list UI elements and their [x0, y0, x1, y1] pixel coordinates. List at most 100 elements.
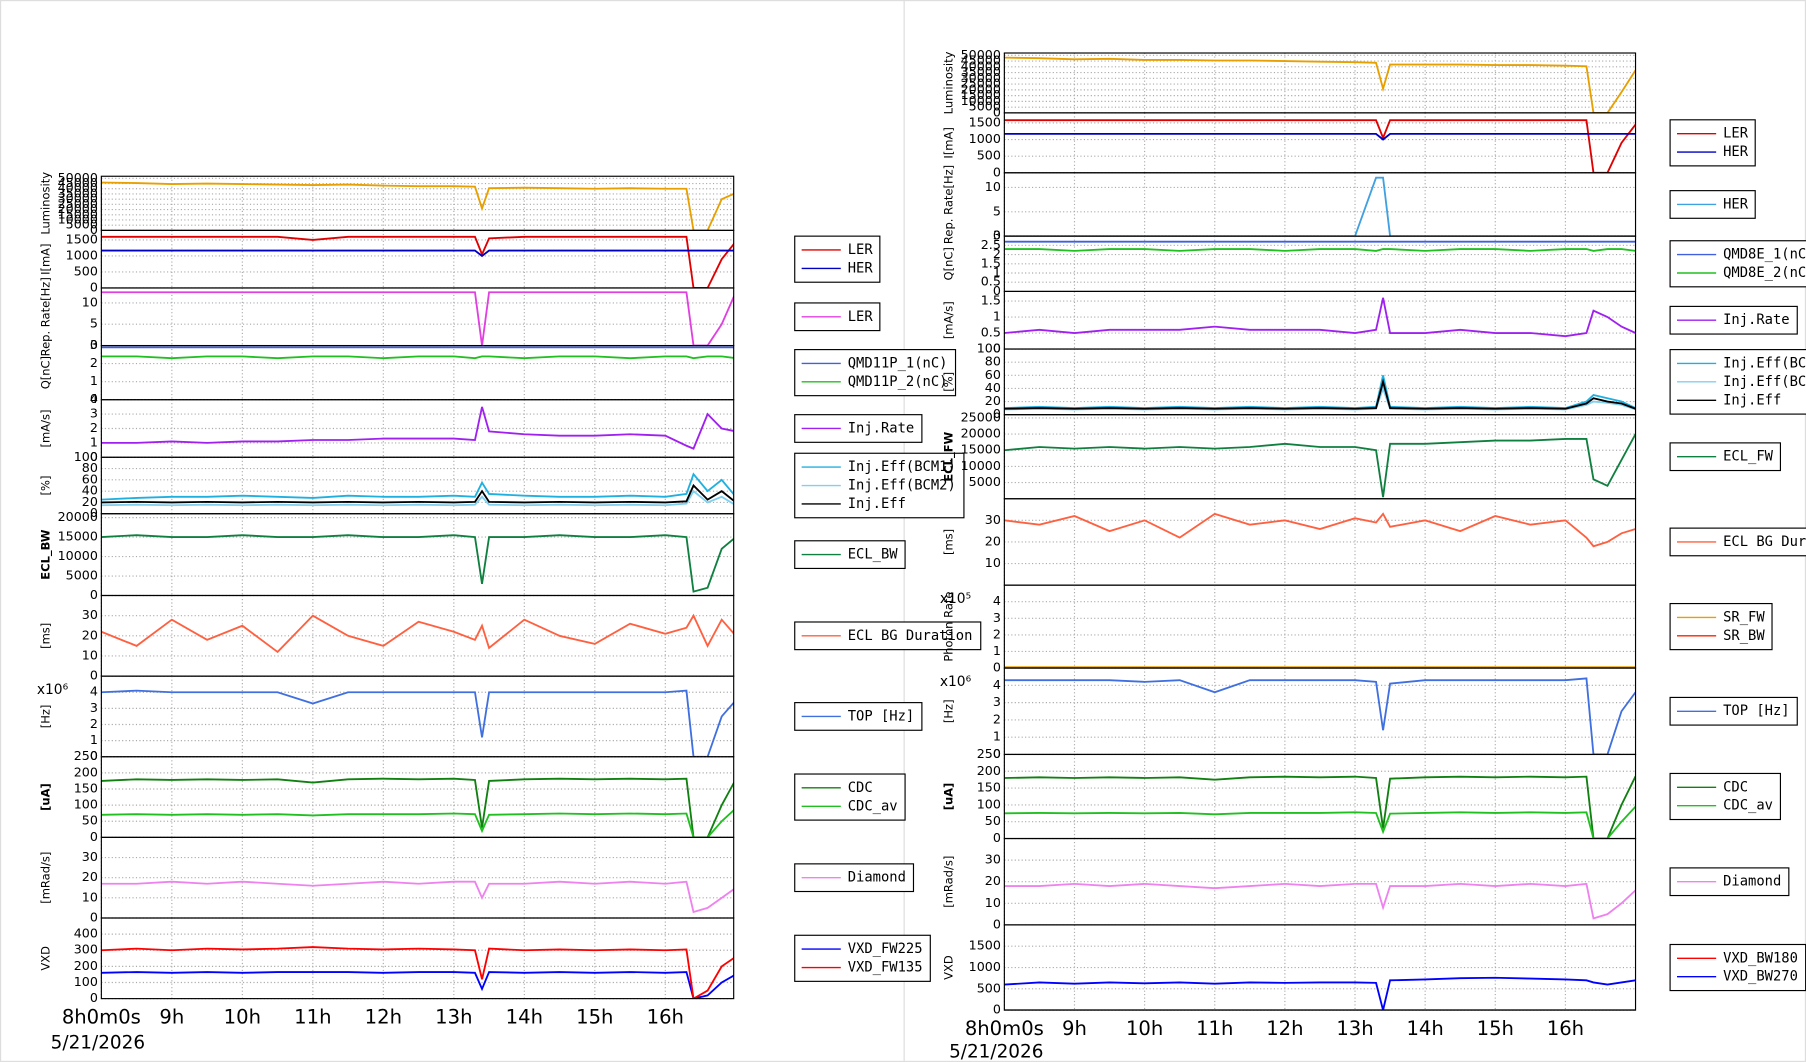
y-axis-label: [mRad/s]: [942, 856, 956, 908]
series-line: [101, 483, 734, 504]
y-tick-label: 5000: [969, 99, 1001, 114]
legend: QMD8E_1(nC) QMD8E_2(nC): [1669, 240, 1806, 288]
y-tick-label: 0.5: [981, 274, 1001, 289]
legend-label: Diamond: [848, 870, 906, 886]
legend-box: [794, 235, 881, 283]
y-tick-label: 40000: [58, 180, 98, 195]
y-tick-label: 300: [74, 942, 98, 957]
y-tick-label: 3: [993, 228, 1001, 243]
y-tick-label: 2: [90, 355, 98, 370]
y-tick-label: 1.5: [981, 293, 1001, 308]
legend-label: VXD_FW135: [848, 960, 923, 976]
y-tick-label: 20: [985, 873, 1001, 888]
legend-label: CDC: [1723, 779, 1748, 795]
y-tick-label: 100: [977, 796, 1001, 811]
y-tick-label: 5: [90, 316, 98, 331]
series-line: [101, 472, 734, 501]
y-tick-label: 20: [82, 869, 98, 884]
series-line: [101, 355, 734, 360]
legend-box: [794, 349, 957, 397]
legend: Inj.Eff(BCM1) Inj.Eff(BCM2) Inj.Eff: [1669, 349, 1806, 415]
y-tick-label: 2: [993, 711, 1001, 726]
legend-label: Diamond: [1723, 874, 1781, 890]
y-tick-label: 10: [985, 895, 1001, 910]
y-axis-label: Photon Rate: [942, 592, 956, 662]
y-tick-label: 1: [993, 265, 1001, 280]
x-tick-label: 16h: [1547, 1017, 1584, 1040]
y-tick-label: 10000: [961, 458, 1001, 473]
legend-box: [1669, 119, 1756, 167]
y-tick-label: 1: [993, 643, 1001, 658]
legend-label: QMD11P_2(nC): [848, 374, 948, 390]
y-axis-label: Q[nC]: [39, 356, 53, 389]
y-axis-label: I[mA]: [942, 127, 956, 158]
y-tick-label: 20: [82, 627, 98, 642]
y-tick-label: 3: [993, 610, 1001, 625]
y-tick-label: 60: [82, 471, 98, 486]
y-axis-label: [Hz]: [942, 699, 956, 723]
y-tick-label: 100: [74, 449, 98, 464]
y-tick-label: 10000: [58, 548, 98, 563]
legend-label: CDC_av: [1723, 798, 1773, 814]
legend-label: ECL BG Duration: [848, 628, 973, 644]
y-axis-label: [mRad/s]: [39, 852, 53, 904]
x-tick-label: 11h: [1196, 1017, 1233, 1040]
series-line: [101, 971, 734, 999]
x-tick-label: 9h: [1062, 1017, 1087, 1040]
legend: Diamond: [794, 863, 915, 893]
legend-label: SR_FW: [1723, 609, 1765, 625]
legend-label: QMD8E_1(nC): [1723, 247, 1806, 263]
y-tick-label: 250: [74, 748, 98, 763]
y-tick-label: 1: [993, 309, 1001, 324]
y-tick-label: 35000: [58, 185, 98, 200]
y-tick-label: 1.5: [981, 255, 1001, 270]
series-line: [1004, 512, 1636, 548]
date-label: 5/21/2026: [51, 1033, 145, 1054]
legend-label: VXD_FW225: [848, 941, 923, 957]
legend-label: Inj.Eff: [848, 496, 906, 512]
y-tick-label: 5000: [66, 568, 98, 583]
y-tick-label: 1: [993, 729, 1001, 744]
legend-label: HER: [848, 260, 874, 276]
legend-label: Inj.Eff(BCM2): [848, 478, 956, 494]
y-axis-label: [%]: [39, 476, 53, 496]
y-tick-label: 3: [90, 700, 98, 715]
y-tick-label: 2.5: [981, 237, 1001, 252]
x-tick-label: 16h: [647, 1006, 684, 1029]
y-tick-label: 30000: [58, 191, 98, 206]
y-tick-label: 20: [985, 533, 1001, 548]
legend-box: [1669, 240, 1806, 288]
y-tick-label: 0: [993, 1002, 1001, 1017]
y-axis-label: [mA/s]: [39, 410, 53, 448]
series-line: [1004, 882, 1636, 920]
y-tick-label: 0: [993, 228, 1001, 243]
y-tick-label: 0: [993, 164, 1001, 179]
legend-label: TOP [Hz]: [1723, 703, 1790, 719]
y-tick-label: 25000: [961, 409, 1001, 424]
y-tick-label: 250: [977, 746, 1001, 761]
y-tick-label: 15000: [961, 442, 1001, 457]
y-tick-label: 50000: [961, 47, 1001, 62]
date-label: 5/21/2026: [949, 1042, 1043, 1062]
legend-label: SR_BW: [1723, 628, 1765, 644]
y-tick-label: 10: [82, 294, 98, 309]
y-tick-label: 30: [985, 512, 1001, 527]
legend-label: TOP [Hz]: [848, 708, 915, 724]
y-axis-label: Luminosity: [39, 172, 53, 235]
x-tick-label: 15h: [1477, 1017, 1514, 1040]
y-tick-label: 10: [985, 179, 1001, 194]
series-line: [1004, 132, 1636, 141]
axis-exponent: x10⁵: [940, 591, 971, 607]
y-tick-label: 10: [82, 889, 98, 904]
y-tick-label: 1000: [969, 959, 1001, 974]
y-tick-label: 5000: [969, 474, 1001, 489]
legend-label: LER: [848, 309, 874, 325]
x-tick-label: 14h: [1406, 1017, 1443, 1040]
y-axis-label: VXD: [39, 946, 53, 971]
y-tick-label: 4: [993, 593, 1001, 608]
y-tick-label: 0: [993, 830, 1001, 845]
legend: Inj.Rate: [1669, 305, 1798, 335]
y-tick-label: 50000: [58, 170, 98, 185]
legend: CDC CDC_av: [1669, 772, 1782, 821]
